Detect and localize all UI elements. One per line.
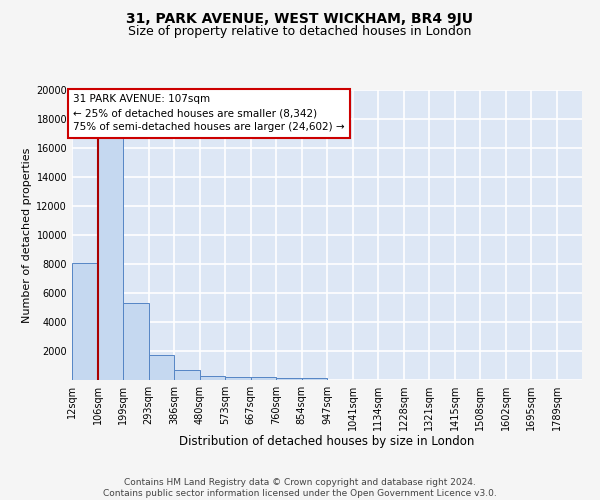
Bar (200, 376, 225, 380)
Text: 31, PARK AVENUE, WEST WICKHAM, BR4 9JU: 31, PARK AVENUE, WEST WICKHAM, BR4 9JU (127, 12, 473, 26)
Bar (72, 262, 98, 380)
Bar (302, 378, 327, 380)
Bar (123, 303, 149, 380)
X-axis label: Distribution of detached houses by size in London: Distribution of detached houses by size … (179, 434, 475, 448)
Bar (251, 377, 276, 380)
Text: Size of property relative to detached houses in London: Size of property relative to detached ho… (128, 25, 472, 38)
Text: 31 PARK AVENUE: 107sqm
← 25% of detached houses are smaller (8,342)
75% of semi-: 31 PARK AVENUE: 107sqm ← 25% of detached… (73, 94, 345, 132)
Bar (225, 377, 251, 380)
Bar (149, 354, 174, 380)
Bar (98, 138, 123, 380)
Bar (276, 378, 302, 380)
Text: Contains HM Land Registry data © Crown copyright and database right 2024.
Contai: Contains HM Land Registry data © Crown c… (103, 478, 497, 498)
Bar (174, 370, 200, 380)
Y-axis label: Number of detached properties: Number of detached properties (22, 148, 32, 322)
